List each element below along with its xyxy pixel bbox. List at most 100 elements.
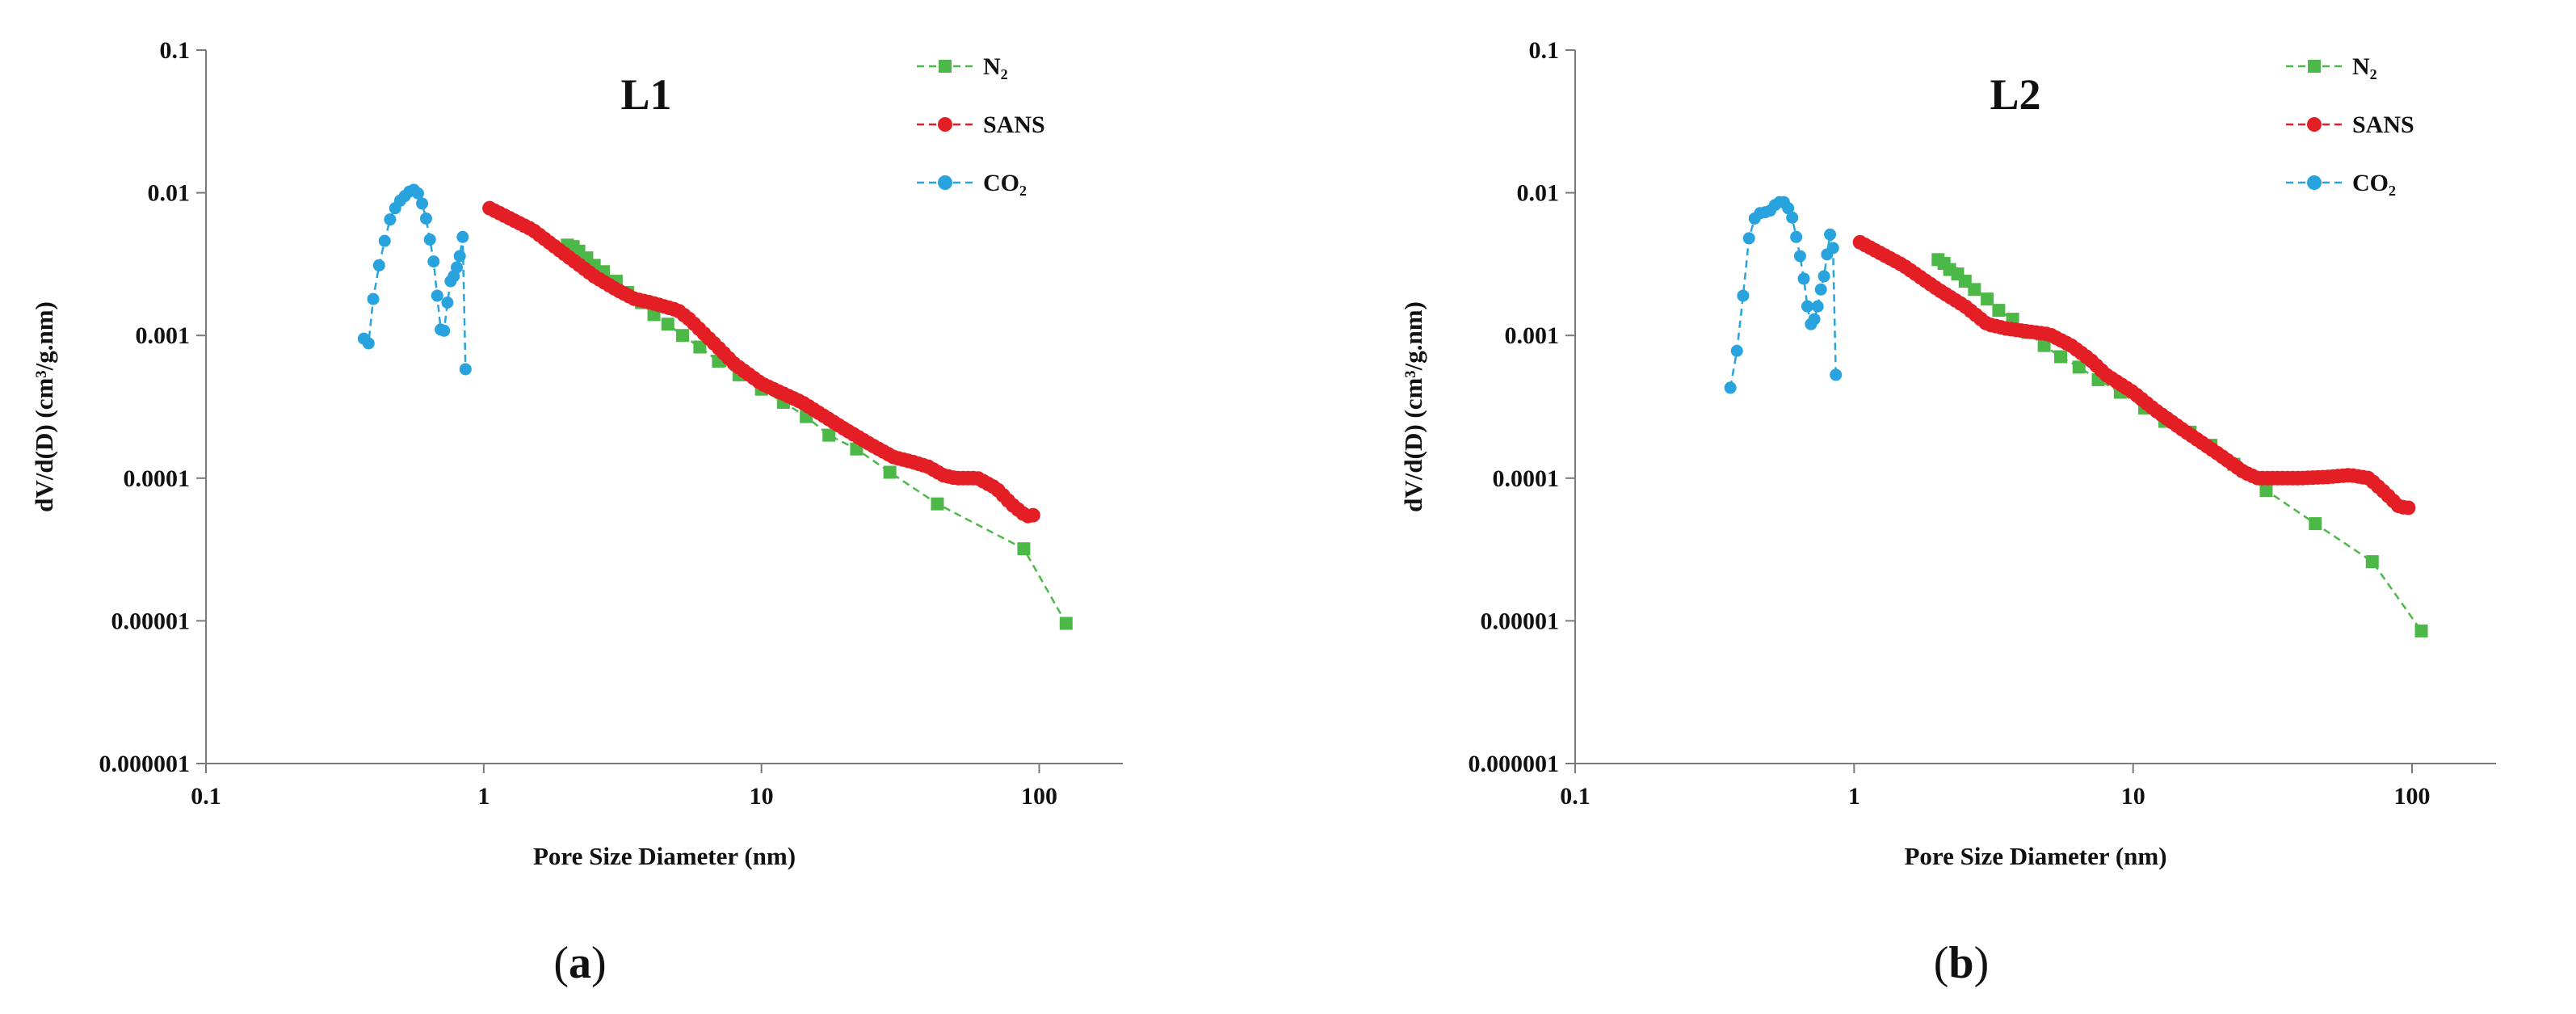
panel-caption: (a) [553, 938, 606, 988]
panel-caption: (b) [1934, 938, 1989, 988]
data-point [1826, 242, 1839, 255]
data-point [883, 465, 897, 479]
data-point [453, 250, 466, 263]
data-point [931, 497, 944, 511]
y-tick-label: 0.001 [1505, 322, 1560, 349]
data-point [2054, 350, 2068, 364]
data-point [423, 234, 436, 246]
data-point [1786, 211, 1799, 224]
legend-entry: CO₂ [917, 170, 1027, 196]
series-sans [1852, 234, 2416, 515]
data-point [1808, 313, 1821, 326]
x-tick-label: 1 [1848, 783, 1860, 810]
chart-title: L2 [1990, 70, 2040, 119]
y-tick-label: 0.01 [148, 180, 191, 207]
legend-label: CO₂ [2352, 170, 2396, 196]
data-point [2037, 339, 2051, 352]
data-point [676, 329, 690, 343]
data-point [1782, 202, 1795, 215]
legend-label: N₂ [983, 53, 1008, 80]
data-point [1793, 250, 1806, 263]
data-point [1059, 616, 1073, 630]
y-tick-label: 0.1 [1529, 37, 1560, 64]
y-axis-label: dV/d(D) (cm³/g.nm) [30, 301, 58, 512]
legend-marker [2307, 175, 2322, 190]
data-point [1992, 304, 2006, 318]
data-point [419, 212, 432, 225]
y-tick-label: 0.001 [136, 322, 191, 349]
data-point [1811, 300, 1824, 313]
data-point [1737, 289, 1750, 302]
x-tick-label: 10 [2121, 783, 2145, 810]
series-line [1860, 241, 2409, 509]
legend-entry: CO₂ [2286, 170, 2396, 196]
data-point [1817, 270, 1830, 283]
legend-marker [938, 175, 952, 190]
data-point [822, 428, 836, 442]
data-point [2365, 555, 2379, 569]
data-point [1017, 542, 1031, 556]
data-point [372, 259, 385, 271]
data-point [411, 187, 424, 200]
data-point [1981, 292, 1994, 306]
legend-marker [2308, 60, 2321, 73]
series-co [357, 183, 472, 376]
legend-label: N₂ [2352, 53, 2377, 80]
data-point [1025, 507, 1040, 523]
data-point [693, 340, 707, 354]
data-point [1742, 232, 1755, 245]
data-point [431, 289, 443, 302]
data-point [1968, 283, 1981, 297]
x-axis-label: Pore Size Diameter (nm) [533, 842, 796, 870]
legend-label: CO₂ [983, 170, 1027, 196]
y-tick-label: 0.00001 [1481, 608, 1560, 634]
data-point [384, 213, 397, 226]
data-point [459, 363, 472, 376]
data-point [2072, 360, 2086, 374]
data-point [661, 318, 674, 331]
legend-entry: N₂ [2286, 53, 2377, 80]
legend-label: SANS [983, 111, 1045, 138]
data-point [378, 234, 391, 247]
data-point [2309, 517, 2322, 531]
data-point [456, 230, 469, 243]
legend-entry: SANS [917, 111, 1045, 138]
data-point [2414, 624, 2428, 637]
y-tick-label: 0.1 [160, 37, 191, 64]
chart-a: 0.000001 0.00001 0.0001 0.001 0.01 0.1 0.1 1 10 1… [30, 37, 1123, 870]
series-n [1931, 253, 2428, 637]
y-tick-label: 0.000001 [99, 751, 191, 777]
x-tick-label: 1 [477, 783, 490, 810]
chart-title: L1 [620, 70, 671, 119]
data-point [1797, 272, 1810, 285]
y-tick-label: 0.000001 [1469, 751, 1560, 777]
x-tick-label: 10 [750, 783, 774, 810]
data-point [362, 337, 375, 350]
legend-marker [939, 60, 952, 73]
y-tick-label: 0.01 [1517, 180, 1560, 207]
legend-marker [2307, 117, 2322, 132]
legend-label: SANS [2352, 111, 2414, 138]
data-point [438, 324, 451, 337]
data-point [2259, 484, 2273, 498]
data-point [1824, 228, 1837, 241]
data-point [1801, 300, 1814, 313]
data-point [2401, 500, 2416, 515]
x-tick-label: 100 [1021, 783, 1057, 810]
x-tick-label: 0.1 [1560, 783, 1591, 810]
series-line [567, 244, 1067, 625]
x-tick-label: 100 [2394, 783, 2431, 810]
chart-b: 0.000001 0.00001 0.0001 0.001 0.01 0.1 0.1 1 10 1… [1399, 37, 2496, 870]
series-co [1724, 196, 1843, 394]
y-axis-label: dV/d(D) (cm³/g.nm) [1399, 301, 1427, 512]
data-point [441, 297, 454, 309]
legend-marker [938, 117, 952, 132]
legend-entry: N₂ [917, 53, 1008, 80]
y-tick-label: 0.0001 [1493, 465, 1560, 492]
series-sans [482, 200, 1040, 524]
legend-entry: SANS [2286, 111, 2414, 138]
data-point [416, 197, 429, 210]
x-tick-label: 0.1 [191, 783, 221, 810]
